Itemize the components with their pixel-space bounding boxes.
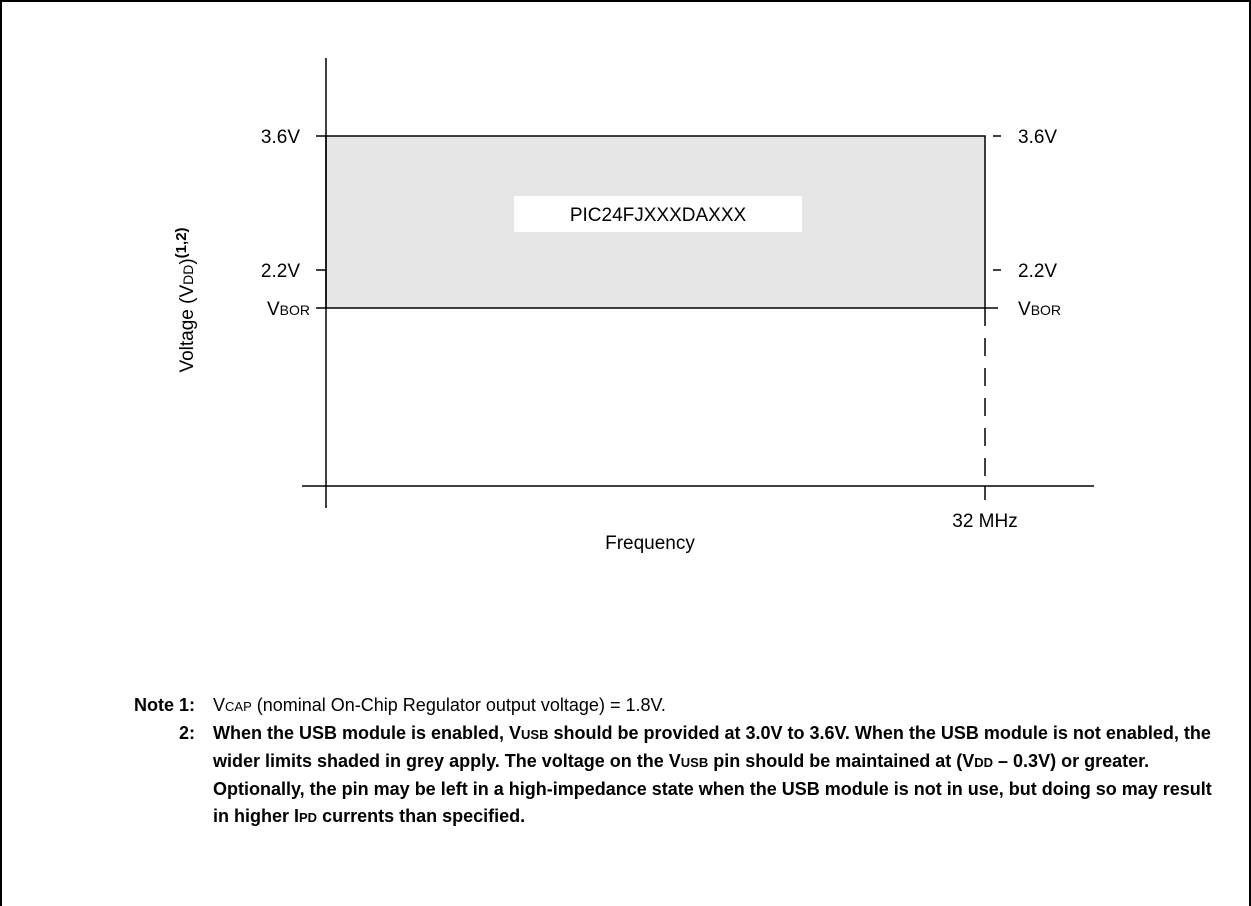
note-2-pd-sub: PD — [299, 810, 318, 825]
note-2-body: When the USB module is enabled, VUSB sho… — [213, 720, 1220, 831]
note-2-usb-sub-2: USB — [680, 755, 709, 770]
left-vbor-main: V — [267, 299, 280, 320]
y-title-text: Voltage (V — [177, 285, 198, 373]
y-title-sup: (1,2) — [173, 227, 190, 258]
x-axis-title: Frequency — [605, 533, 695, 554]
y-title-close: ) — [177, 258, 198, 264]
notes-section: Note 1: VCAP (nominal On-Chip Regulator … — [100, 692, 1220, 831]
left-label-3v6: 3.6V — [261, 127, 300, 148]
note-1: Note 1: VCAP (nominal On-Chip Regulator … — [100, 692, 1220, 720]
right-label-2v2: 2.2V — [1018, 261, 1057, 282]
note-2-text-1: When the USB module is enabled, V — [213, 723, 522, 743]
left-label-2v2: 2.2V — [261, 261, 300, 282]
y-axis-title: Voltage (VDD)(1,2) — [173, 227, 198, 372]
note-1-v: V — [213, 695, 226, 715]
note-2: 2: When the USB module is enabled, VUSB … — [100, 720, 1220, 831]
note-2-lead: 2: — [178, 723, 195, 743]
chip-label: PIC24FJXXXDAXXX — [570, 205, 747, 226]
y-title-sub: DD — [180, 265, 196, 285]
note-1-vcap-sub: CAP — [225, 699, 252, 714]
note-2-text-3: pin should be maintained at (V — [708, 751, 975, 771]
note-2-text-2: should be provided at 3.0V to 3.6V. When… — [213, 723, 1211, 771]
note-1-lead: Note 1: — [133, 695, 195, 715]
note-2-usb-sub-1: USB — [521, 727, 549, 742]
right-label-3v6: 3.6V — [1018, 127, 1057, 148]
note-1-body: VCAP (nominal On-Chip Regulator output v… — [213, 692, 1220, 720]
right-label-vbor: VBOR — [1018, 299, 1061, 320]
left-label-vbor: VBOR — [267, 299, 310, 320]
note-2-text-4: – 0.3V) or greater. Optionally, the pin … — [213, 751, 1212, 826]
note-1-text: (nominal On-Chip Regulator output voltag… — [251, 695, 666, 715]
freq-tick-label: 32 MHz — [952, 511, 1017, 532]
chip-label-box — [514, 196, 802, 232]
right-vbor-main: V — [1018, 299, 1031, 320]
right-vbor-sub: BOR — [1031, 302, 1061, 318]
left-vbor-sub: BOR — [280, 302, 310, 318]
note-2-dd-sub: DD — [974, 755, 994, 770]
note-2-text-5: currents than specified. — [317, 806, 526, 826]
